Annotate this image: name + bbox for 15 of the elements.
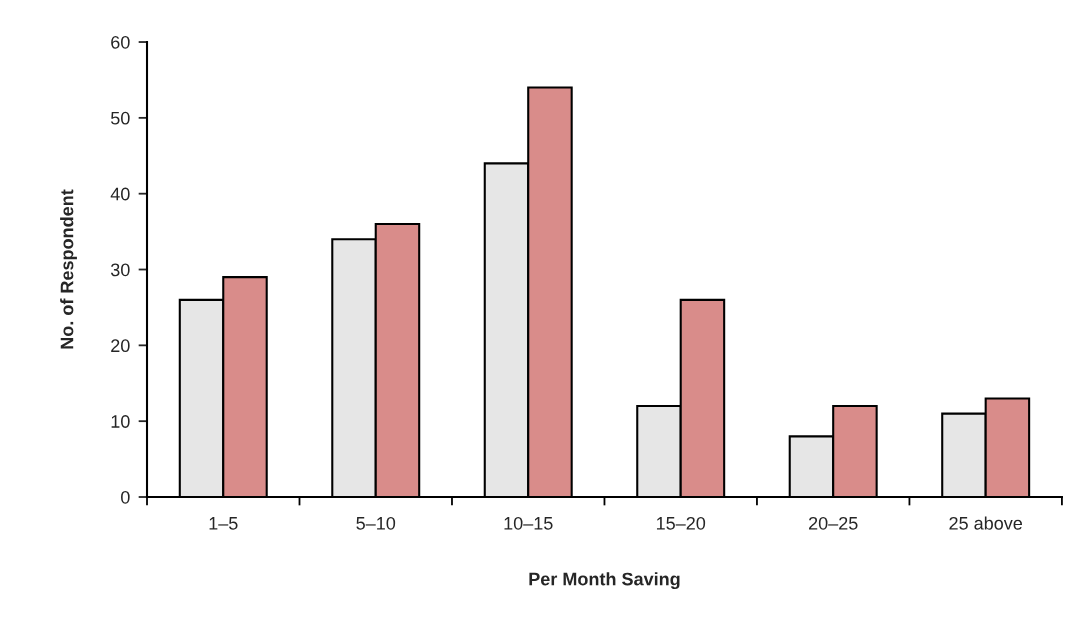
x-tick-label: 1–5 [209, 517, 238, 530]
x-tick-label: 20–25 [809, 516, 858, 530]
y-tick-label: 0 [121, 490, 130, 504]
x-tick-label: 5–10 [356, 516, 396, 530]
y-tick-label: 30 [110, 263, 130, 277]
y-tick-label: 10 [111, 415, 130, 428]
x-tick-label: 10–15 [504, 516, 553, 530]
y-tick-label: 20 [111, 339, 130, 353]
x-tick-label: 25 above [949, 516, 1023, 530]
x-tick-label: 15–20 [656, 516, 706, 530]
x-axis-title: Per Month Saving [529, 572, 680, 590]
y-tick-label: 60 [111, 35, 130, 49]
y-axis-title: No. of Respondent [60, 189, 77, 349]
y-tick-label: 50 [110, 111, 130, 125]
y-tick-label: 40 [110, 187, 130, 201]
